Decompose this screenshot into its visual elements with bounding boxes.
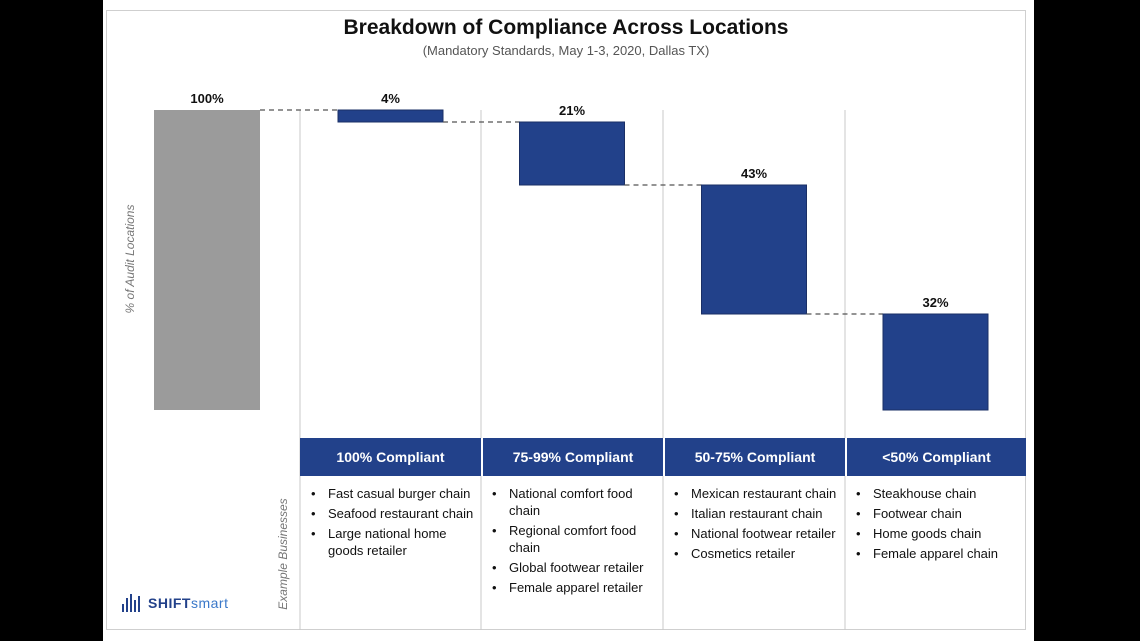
example-business-item: Female apparel retailer [492,579,657,596]
example-business-item: Mexican restaurant chain [674,485,839,502]
example-business-item: Home goods chain [856,525,1020,542]
chart-frame [106,10,1026,630]
example-list: Fast casual burger chain Seafood restaura… [306,485,475,562]
example-business-item: Footwear chain [856,505,1020,522]
step-bar [519,121,625,186]
step-bar [701,184,807,315]
example-business-item: National footwear retailer [674,525,839,542]
example-business-item: Italian restaurant chain [674,505,839,522]
chart-title: Breakdown of Compliance Across Locations [343,16,789,39]
example-business-item: Female apparel chain [856,545,1020,562]
example-business-item: Steakhouse chain [856,485,1020,502]
logo-wordmark: SHIFTsmart [148,595,228,611]
example-business-item: Seafood restaurant chain [311,505,475,522]
example-business-item: Large national home goods retailer [311,525,475,559]
step-bar [337,109,444,123]
total-bar [154,110,260,410]
example-business-item: Fast casual burger chain [311,485,475,502]
step-bar-label: 43% [741,166,767,181]
chart-subtitle: (Mandatory Standards, May 1-3, 2020, Dal… [422,43,710,58]
example-business-item: Regional comfort food chain [492,522,657,556]
step-bar-label: 32% [922,295,948,310]
bucket-header: 100% Compliant [300,438,481,476]
example-business-item: Cosmetics retailer [674,545,839,562]
example-list: Mexican restaurant chain Italian restaura… [669,485,839,565]
total-bar-label: 100% [190,91,224,106]
step-bar [882,313,989,411]
bucket-header: <50% Compliant [845,438,1026,476]
example-list: Steakhouse chain Footwear chain Home goods… [851,485,1020,565]
bucket-header: 50-75% Compliant [663,438,845,476]
example-business-item: National comfort food chain [492,485,657,519]
step-bar-label: 4% [381,91,400,106]
example-list: National comfort food chainRegional comf… [487,485,657,599]
bucket-header: 75-99% Compliant [481,438,663,476]
logo-bars-icon [122,594,140,612]
logo-part-2: smart [190,595,229,611]
logo-part-1: SHIFT [148,595,191,611]
step-bar-label: 21% [559,103,585,118]
shiftsmart-logo: SHIFTsmart [122,594,228,612]
example-businesses-label: Example Businesses [276,498,290,610]
example-business-item: Global footwear retailer [492,559,657,576]
